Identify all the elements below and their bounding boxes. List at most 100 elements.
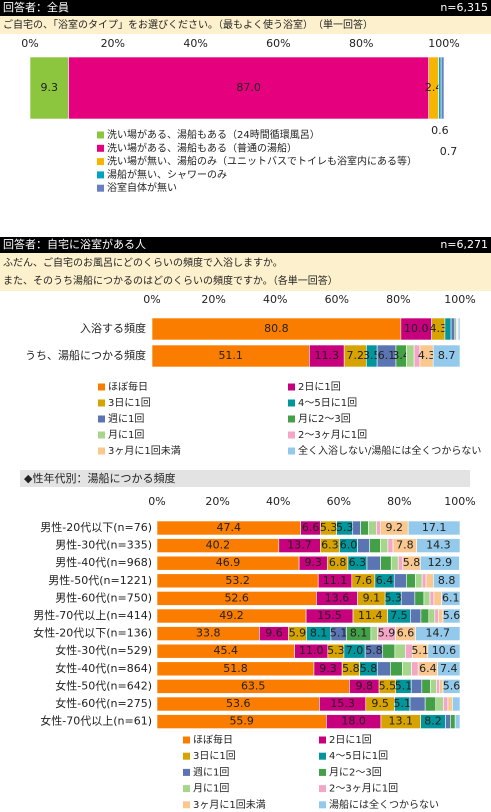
bar-segment xyxy=(366,555,381,571)
legend-swatch xyxy=(183,752,190,760)
legend-swatch xyxy=(288,415,295,423)
category-label: 男性-20代以下(n=76) xyxy=(40,520,152,534)
value-label: 4.3 xyxy=(418,349,436,362)
bar-segment xyxy=(420,555,460,571)
bar-segment xyxy=(427,643,461,659)
legend-swatch xyxy=(98,431,105,439)
value-label: 5.1 xyxy=(394,697,412,710)
legend-swatch xyxy=(97,184,104,192)
respondent: 回答者：全員 xyxy=(3,0,69,14)
value-label: 5.8 xyxy=(360,662,378,675)
bar-segment xyxy=(421,573,427,589)
value-label: 0.6 xyxy=(431,124,449,137)
bar-segment xyxy=(440,56,445,120)
section-title: ◆性年代別：湯船につかる頻度 xyxy=(24,471,175,485)
bar-segment xyxy=(433,573,461,589)
bar-segment xyxy=(368,520,377,536)
bar-segment xyxy=(387,538,394,553)
value-label: 9.2 xyxy=(385,521,403,534)
value-label: 7.2 xyxy=(347,349,365,362)
value-label: 18.0 xyxy=(341,715,366,728)
value-label: 5.3 xyxy=(336,521,354,534)
bar-segment xyxy=(445,714,451,729)
value-label: 5.1 xyxy=(411,644,429,657)
legend-swatch xyxy=(288,399,295,407)
category-label: 女性-30代(n=529) xyxy=(55,643,152,657)
category-label: 入浴する頻度 xyxy=(80,321,146,335)
value-label: 5.9 xyxy=(289,627,307,640)
value-label: 7.8 xyxy=(396,539,414,552)
value-label: 15.5 xyxy=(317,609,342,622)
value-label: 11.1 xyxy=(323,574,348,587)
value-label: 47.4 xyxy=(217,521,242,534)
x-tick-label: 80% xyxy=(386,293,410,306)
legend-label: 月に1回 xyxy=(193,783,229,795)
value-label: 5.1 xyxy=(395,679,413,692)
value-label: 49.2 xyxy=(219,609,244,622)
value-label: 2.4 xyxy=(425,81,443,94)
value-label: 45.4 xyxy=(214,644,239,657)
bar-segment xyxy=(407,520,461,536)
question-bg xyxy=(0,16,491,34)
value-label: 13.6 xyxy=(325,591,350,604)
value-label: 6.0 xyxy=(340,539,358,552)
legend-label: 月に1回 xyxy=(108,429,144,441)
value-label: 33.8 xyxy=(196,627,221,640)
value-label: 80.8 xyxy=(264,322,289,335)
category-label: 女性-20代以下(n=136) xyxy=(33,626,152,640)
legend-swatch xyxy=(97,144,104,152)
value-label: 6.3 xyxy=(349,556,367,569)
x-tick-label: 40% xyxy=(266,495,290,508)
bar-segment xyxy=(447,696,453,712)
bar-segment xyxy=(438,56,442,120)
legend-label: 湯船には全くつからない xyxy=(329,798,439,811)
bar-segment xyxy=(436,679,440,694)
bar-segment xyxy=(414,591,425,606)
legend-label: ほぼ毎日 xyxy=(193,733,233,746)
value-label: 8.7 xyxy=(438,349,456,362)
value-label: 5.5 xyxy=(379,679,397,692)
bar-segment xyxy=(357,538,371,553)
bar-segment xyxy=(402,661,412,677)
value-label: 5.8 xyxy=(342,662,360,675)
legend-label: 3日に1回 xyxy=(193,750,236,762)
value-label: 11.3 xyxy=(315,349,340,362)
bar-segment xyxy=(406,573,416,589)
legend-swatch xyxy=(183,768,190,776)
value-label: 5.6 xyxy=(443,679,461,692)
value-label: 5.3 xyxy=(384,591,402,604)
value-label: 14.3 xyxy=(426,539,451,552)
x-tick-label: 80% xyxy=(387,495,411,508)
value-label: 9.5 xyxy=(371,697,389,710)
x-tick-label: 60% xyxy=(325,293,349,306)
value-label: 51.1 xyxy=(218,349,243,362)
value-label: 9.3 xyxy=(319,662,337,675)
bar-segment xyxy=(428,608,436,624)
value-label: 8.8 xyxy=(438,574,456,587)
value-label: 51.8 xyxy=(223,662,248,675)
bar-segment xyxy=(444,317,452,341)
bar-segment xyxy=(434,608,439,624)
category-label: 女性-50代(n=642) xyxy=(55,678,152,692)
value-label: 11.4 xyxy=(358,609,383,622)
value-label: 6.6 xyxy=(397,627,415,640)
question: ふだん、ご自宅のお風呂にどのくらいの頻度で入浴しますか。 xyxy=(3,256,283,269)
bar-segment xyxy=(406,344,415,368)
value-label: 0.7 xyxy=(440,145,458,158)
x-tick-label: 0% xyxy=(148,495,165,508)
bar-segment xyxy=(380,555,392,571)
legend-label: 月に2～3回 xyxy=(298,413,351,425)
legend-label: 浴室自体が無い xyxy=(107,181,177,194)
x-tick-label: 40% xyxy=(263,293,287,306)
x-tick-label: 100% xyxy=(428,37,459,50)
sample-size: n=6,271 xyxy=(440,238,488,251)
value-label: 87.0 xyxy=(236,81,261,94)
category-label: 女性-70代以上(n=61) xyxy=(40,714,152,728)
legend-swatch xyxy=(97,158,104,166)
bar-segment xyxy=(430,679,437,694)
value-label: 12.9 xyxy=(428,556,453,569)
category-label: 女性-60代(n=275) xyxy=(55,696,152,710)
value-label: 9.1 xyxy=(363,591,381,604)
value-label: 6.8 xyxy=(329,556,347,569)
